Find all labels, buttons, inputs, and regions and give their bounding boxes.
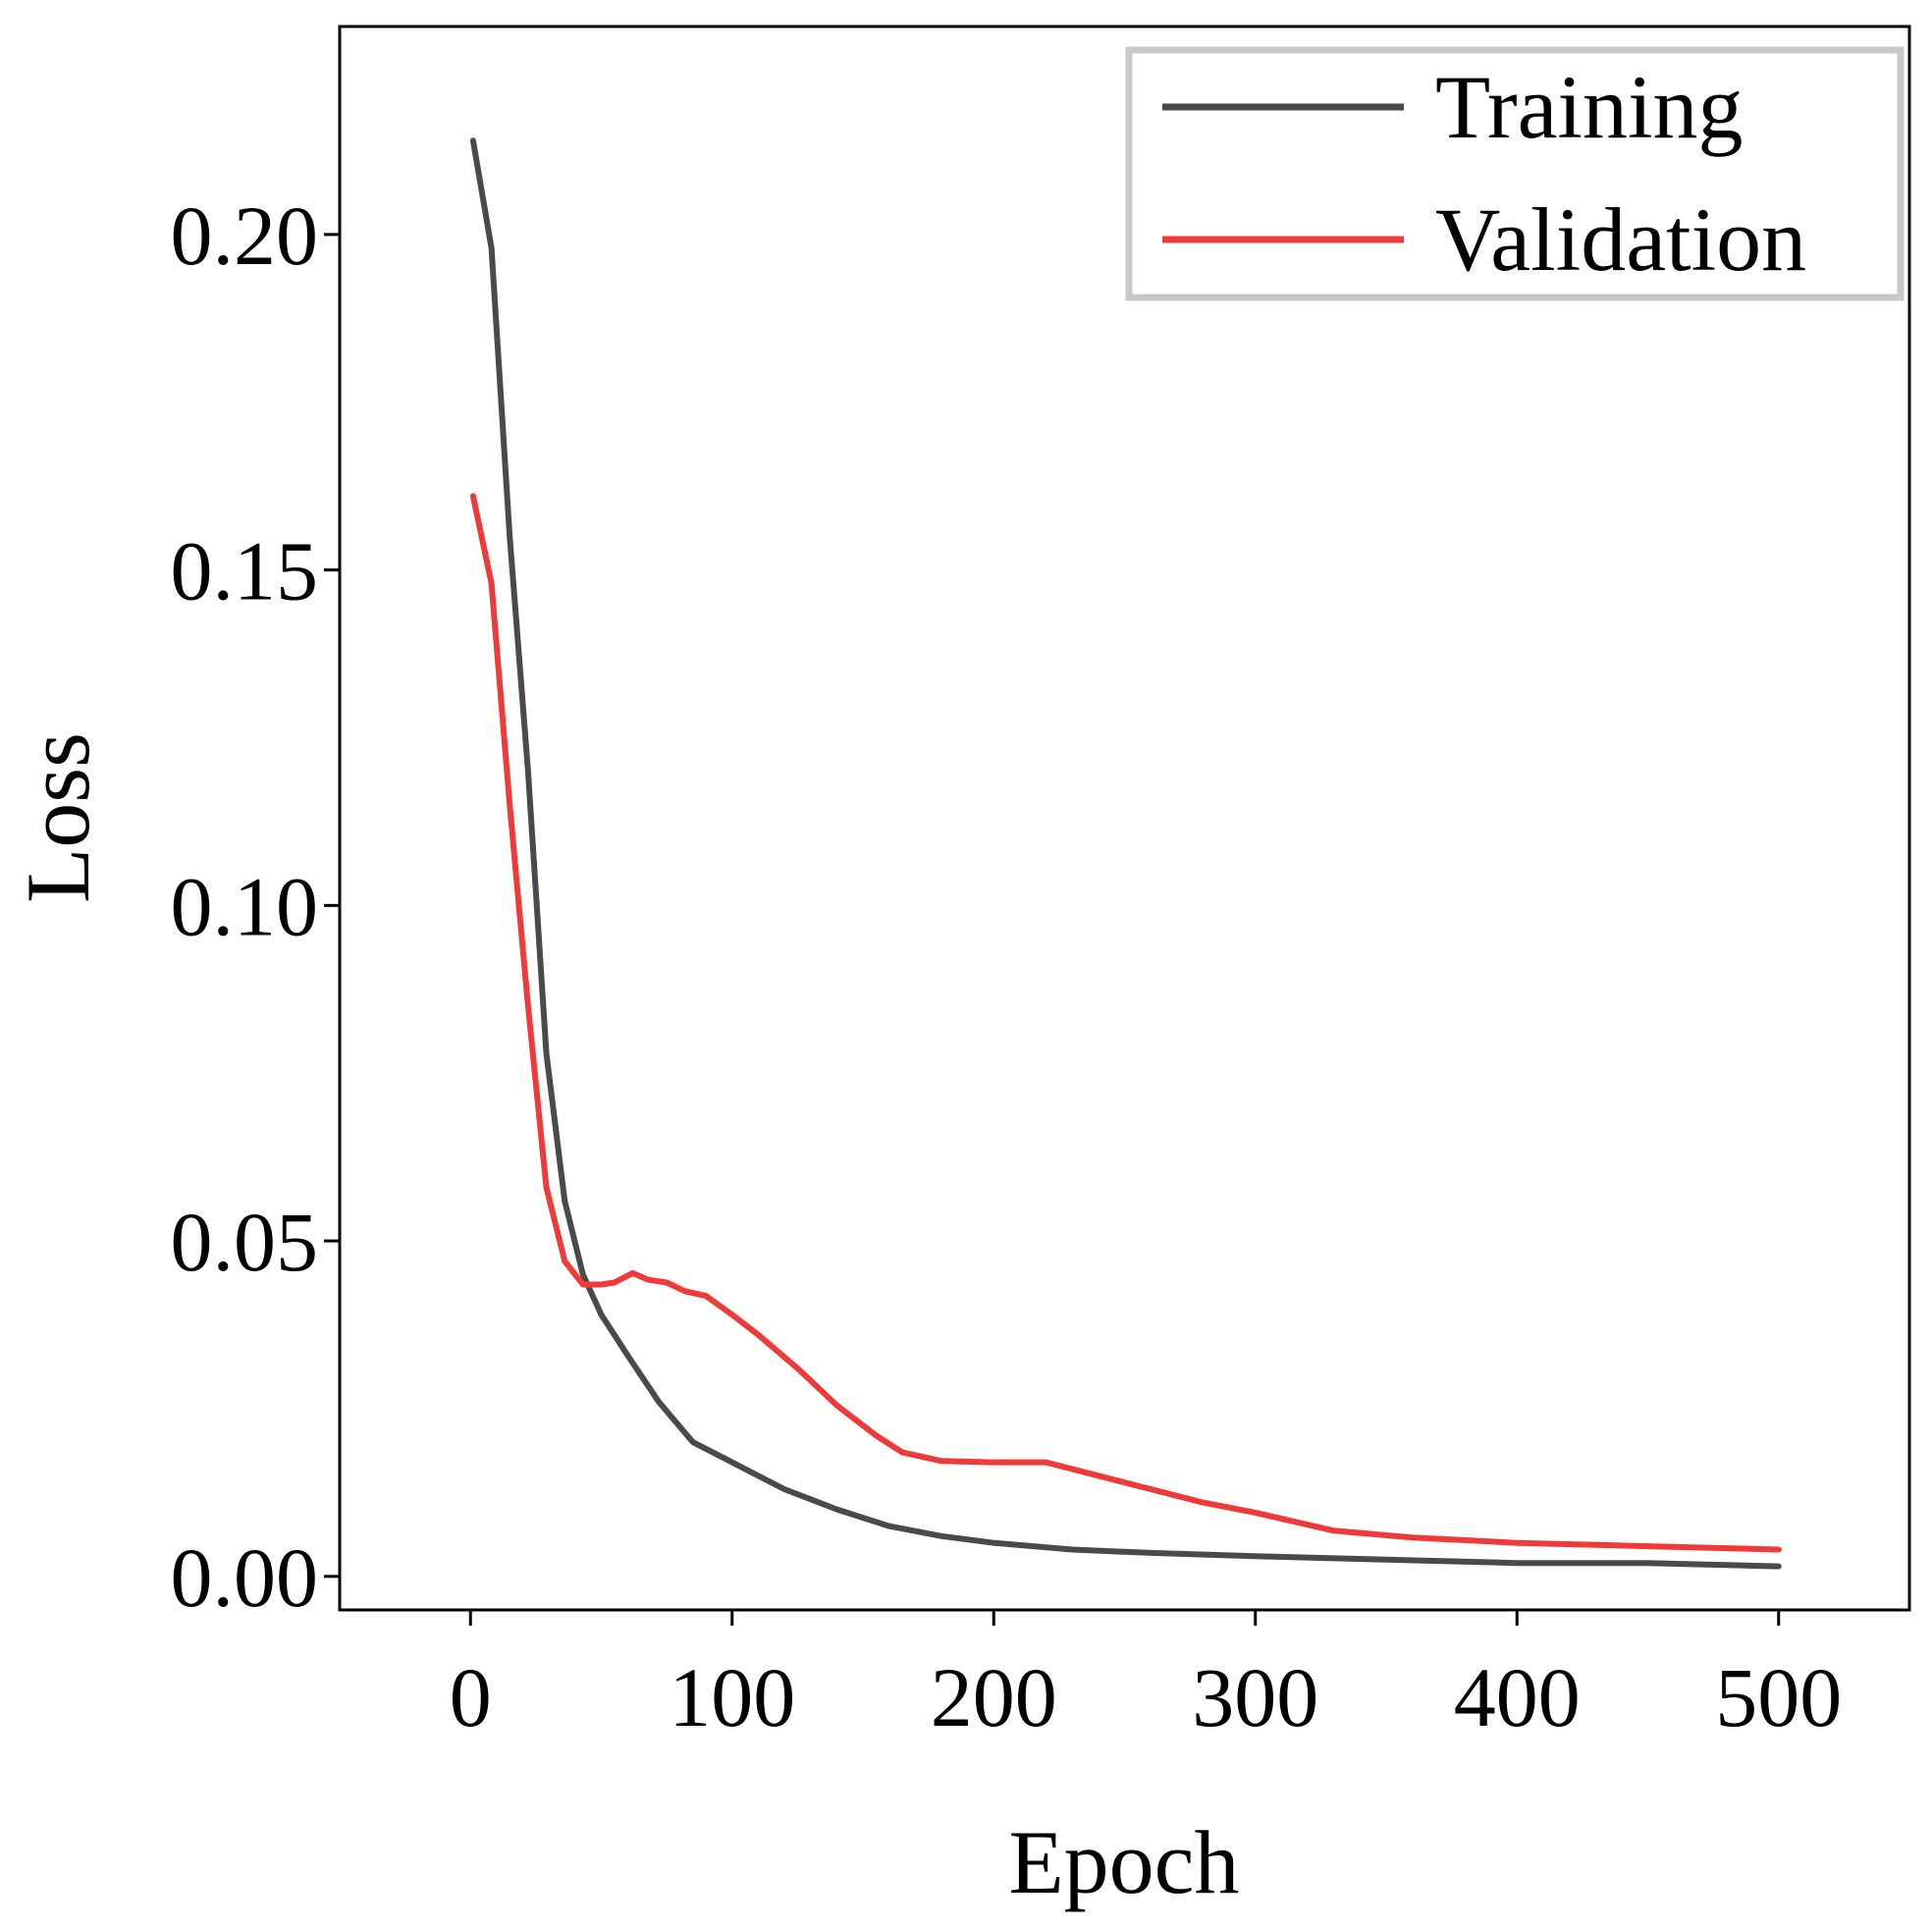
legend: Training Validation (1125, 46, 1905, 301)
y-axis-title: Loss (8, 732, 108, 903)
y-tick-label: 0.20 (171, 188, 319, 283)
x-tick-label: 0 (450, 1650, 492, 1744)
legend-label-training: Training (1435, 57, 1744, 157)
x-tick-label: 500 (1715, 1650, 1842, 1744)
x-tick-label: 100 (669, 1650, 795, 1744)
x-tick-label: 400 (1454, 1650, 1581, 1744)
series-layer (469, 137, 1782, 1570)
series-line-validation (469, 493, 1782, 1553)
x-tick-label: 200 (931, 1650, 1057, 1744)
x-tick-label: 300 (1192, 1650, 1318, 1744)
legend-box (1125, 46, 1905, 301)
x-axis-title: Epoch (1008, 1812, 1239, 1912)
y-tick-label: 0.00 (171, 1530, 319, 1625)
y-tick-label: 0.05 (171, 1195, 319, 1289)
y-tick-label: 0.10 (171, 859, 319, 953)
x-axis: 0 100 200 300 400 500 (450, 1610, 1842, 1744)
legend-label-validation: Validation (1435, 189, 1806, 290)
plot-frame (338, 25, 1911, 1612)
series-line-training (469, 137, 1782, 1570)
y-tick-label: 0.15 (171, 524, 319, 618)
y-axis: 0.00 0.05 0.10 0.15 0.20 (171, 188, 340, 1625)
